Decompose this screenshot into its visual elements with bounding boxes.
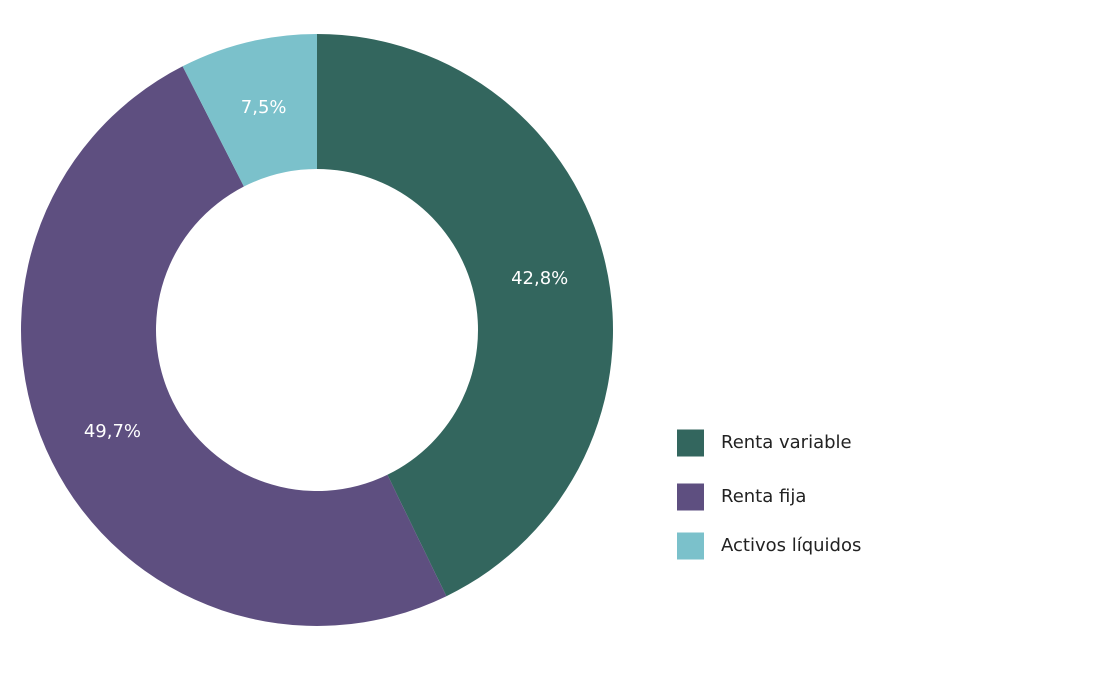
legend-swatch: [677, 429, 704, 457]
legend-swatch: [677, 532, 704, 560]
legend-label: Renta variable: [721, 432, 852, 453]
donut-slice: [182, 34, 317, 187]
value-label: 49,7%: [84, 421, 141, 442]
donut-slice: [21, 66, 447, 626]
donut-slice: [317, 34, 613, 597]
value-label: 7,5%: [241, 97, 287, 118]
legend-swatch: [677, 483, 704, 511]
value-label: 42,8%: [511, 268, 568, 289]
legend-label: Activos líquidos: [721, 535, 861, 556]
legend-label: Renta fija: [721, 486, 806, 507]
